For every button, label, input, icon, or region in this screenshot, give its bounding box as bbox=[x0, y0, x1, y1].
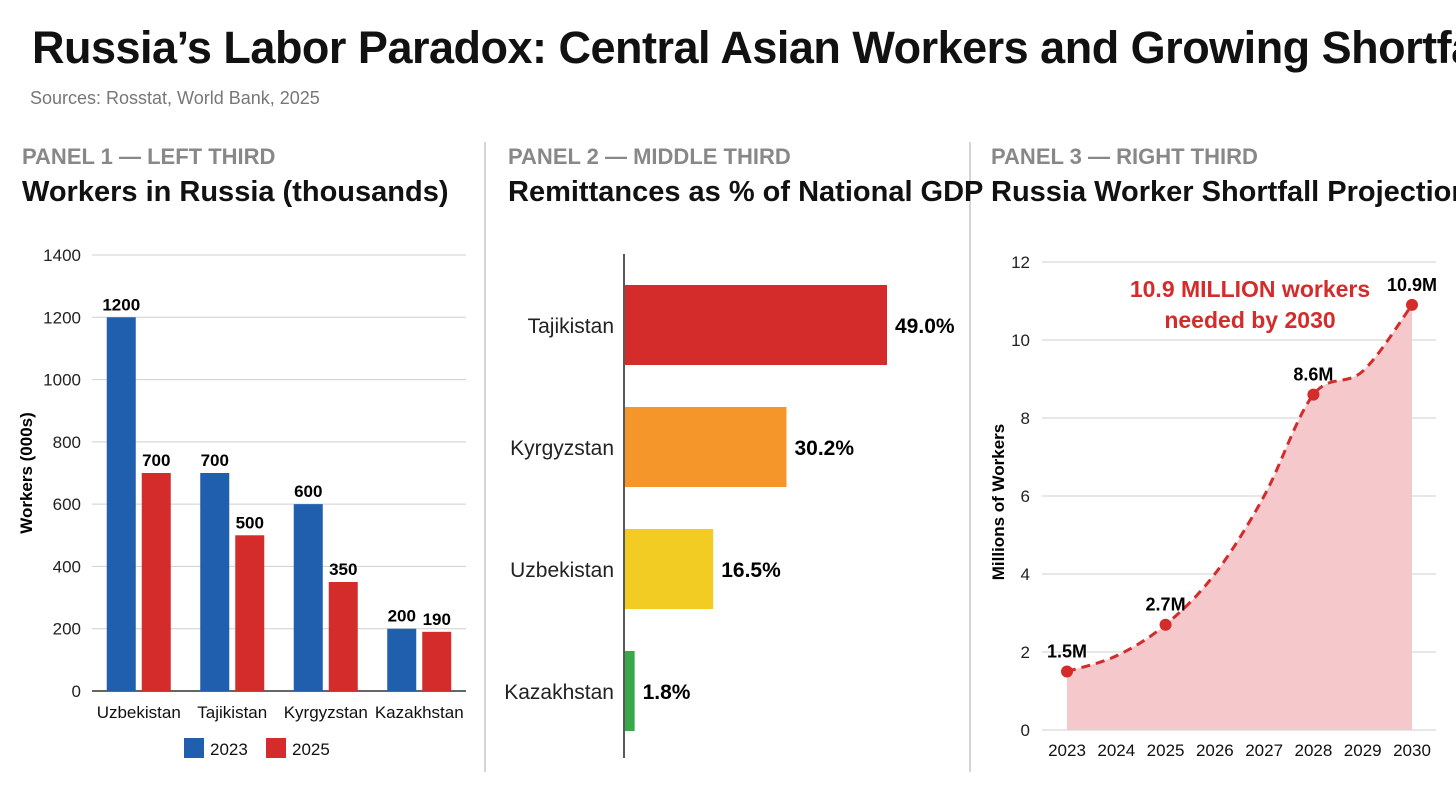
panel-divider bbox=[484, 142, 486, 772]
y-tick-label: 200 bbox=[53, 620, 81, 639]
panel-3-title: Russia Worker Shortfall Projection bbox=[991, 176, 1456, 208]
x-tick-label: Kazakhstan bbox=[375, 703, 464, 722]
bar-kyrgyzstan bbox=[625, 407, 787, 487]
bar-value-label: 700 bbox=[201, 451, 229, 470]
bar-tajikistan bbox=[625, 285, 887, 365]
x-tick-label: 2023 bbox=[1048, 741, 1086, 760]
panel-divider bbox=[969, 142, 971, 772]
bar-value-label: 500 bbox=[236, 513, 264, 532]
y-tick-label: 1400 bbox=[43, 246, 81, 265]
bar-value-label: 16.5% bbox=[721, 559, 781, 582]
y-tick-label: 8 bbox=[1021, 409, 1030, 428]
x-tick-label: Uzbekistan bbox=[97, 703, 181, 722]
data-point bbox=[1307, 388, 1320, 401]
bar-2025 bbox=[235, 535, 265, 691]
data-point bbox=[1061, 665, 1073, 678]
bar-value-label: 700 bbox=[142, 451, 170, 470]
x-tick-label: 2029 bbox=[1344, 741, 1382, 760]
y-tick-label: 600 bbox=[53, 495, 81, 514]
y-tick-label: 10 bbox=[1011, 331, 1030, 350]
bar-kazakhstan bbox=[625, 651, 635, 731]
panel-2-kicker: PANEL 2 — MIDDLE THIRD bbox=[508, 144, 791, 169]
category-label: Kyrgyzstan bbox=[510, 437, 614, 460]
category-label: Tajikistan bbox=[528, 315, 614, 338]
bar-2025 bbox=[422, 631, 452, 691]
bar-value-label: 190 bbox=[423, 610, 451, 629]
sources-note: Sources: Rosstat, World Bank, 2025 bbox=[30, 88, 320, 108]
bar-2023 bbox=[200, 473, 230, 691]
point-label: 8.6M bbox=[1293, 365, 1333, 385]
annotation-text: 10.9 MILLION workers bbox=[1130, 276, 1370, 302]
bar-value-label: 200 bbox=[388, 607, 416, 626]
y-tick-label: 6 bbox=[1021, 487, 1030, 506]
bar-uzbekistan bbox=[625, 529, 714, 609]
bar-value-label: 600 bbox=[294, 482, 322, 501]
x-tick-label: 2025 bbox=[1147, 741, 1185, 760]
workers-bar-chart: 0 200 400 600 800 1000 1200 1400 Workers (000s) 1… bbox=[17, 246, 466, 759]
y-tick-label: 800 bbox=[53, 433, 81, 452]
bar-value-label: 30.2% bbox=[794, 437, 854, 460]
area-fill bbox=[1067, 304, 1412, 730]
legend-label: 2025 bbox=[292, 740, 330, 759]
point-label: 2.7M bbox=[1146, 595, 1186, 615]
x-tick-label: 2027 bbox=[1245, 741, 1283, 760]
bar-value-label: 1200 bbox=[102, 295, 140, 314]
bar-2025 bbox=[328, 582, 358, 691]
y-tick-label: 2 bbox=[1021, 643, 1030, 662]
x-tick-label: 2026 bbox=[1196, 741, 1234, 760]
y-axis-title: Workers (000s) bbox=[17, 412, 36, 534]
y-tick-label: 0 bbox=[1021, 721, 1030, 740]
x-tick-label: 2030 bbox=[1393, 741, 1431, 760]
legend-label: 2023 bbox=[210, 740, 248, 759]
category-label: Kazakhstan bbox=[504, 681, 614, 704]
panel-2-title: Remittances as % of National GDP bbox=[508, 176, 984, 208]
data-point bbox=[1406, 298, 1418, 311]
annotation-text: needed by 2030 bbox=[1164, 307, 1335, 333]
bar-2023 bbox=[106, 317, 136, 691]
y-tick-label: 0 bbox=[72, 682, 81, 701]
point-label: 10.9M bbox=[1387, 275, 1437, 295]
data-point bbox=[1159, 618, 1172, 631]
bar-value-label: 1.8% bbox=[643, 681, 691, 704]
x-tick-label: Tajikistan bbox=[197, 703, 267, 722]
bar-2023 bbox=[293, 504, 323, 691]
bar-value-label: 350 bbox=[329, 560, 357, 579]
x-tick-label: 2024 bbox=[1097, 741, 1135, 760]
point-label: 1.5M bbox=[1047, 642, 1087, 662]
legend-swatch-2023 bbox=[184, 738, 204, 758]
x-tick-label: 2028 bbox=[1295, 741, 1333, 760]
series-line bbox=[1066, 304, 1414, 673]
y-axis-title: Millions of Workers bbox=[989, 424, 1008, 581]
bar-value-label: 49.0% bbox=[895, 315, 955, 338]
bar-2025 bbox=[141, 473, 171, 691]
panel-1-kicker: PANEL 1 — LEFT THIRD bbox=[22, 144, 276, 169]
panel-1-title: Workers in Russia (thousands) bbox=[22, 176, 449, 208]
y-tick-label: 1200 bbox=[43, 308, 81, 327]
legend-swatch-2025 bbox=[266, 738, 286, 758]
y-tick-label: 400 bbox=[53, 557, 81, 576]
y-tick-label: 12 bbox=[1011, 253, 1030, 272]
main-title: Russia’s Labor Paradox: Central Asian Wo… bbox=[32, 22, 1456, 73]
panel-3-kicker: PANEL 3 — RIGHT THIRD bbox=[991, 144, 1258, 169]
bar-2023 bbox=[387, 628, 417, 691]
x-tick-label: Kyrgyzstan bbox=[284, 703, 368, 722]
y-tick-label: 4 bbox=[1021, 565, 1030, 584]
y-tick-label: 1000 bbox=[43, 371, 81, 390]
category-label: Uzbekistan bbox=[510, 559, 614, 582]
